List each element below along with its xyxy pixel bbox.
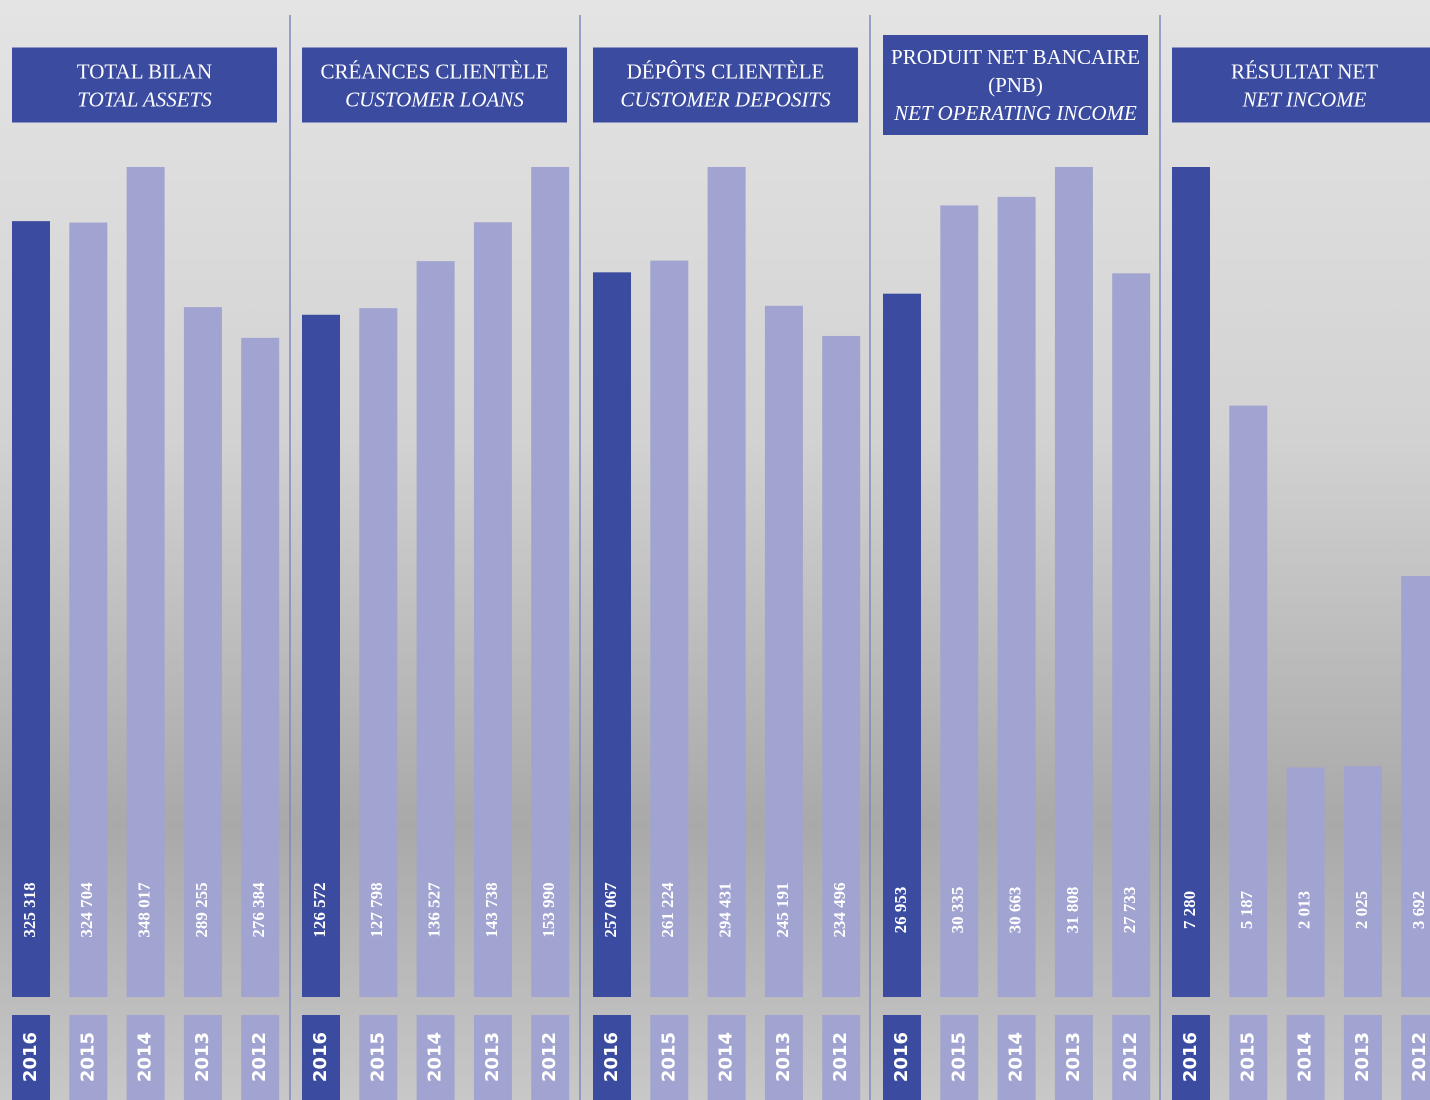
value-label: 31 808 xyxy=(1063,887,1082,934)
value-label: 325 318 xyxy=(20,882,39,937)
year-label: 2014 xyxy=(1006,1032,1027,1082)
value-label: 30 663 xyxy=(1006,887,1025,934)
panel-subtitle: CUSTOMER LOANS xyxy=(308,85,561,113)
chart: 325 318 2016 324 704 2015 348 017 2014 289 255… xyxy=(0,0,1430,1100)
year-label: 2016 xyxy=(601,1032,622,1082)
year-label: 2012 xyxy=(1120,1032,1141,1082)
bar xyxy=(998,197,1036,997)
panel-subtitle: CUSTOMER DEPOSITS xyxy=(599,85,852,113)
bar xyxy=(69,223,107,997)
year-label: 2014 xyxy=(716,1032,737,1082)
year-label: 2013 xyxy=(482,1032,503,1082)
value-label: 257 067 xyxy=(601,882,620,938)
year-label: 2013 xyxy=(1352,1032,1373,1082)
panel-title: TOTAL BILAN xyxy=(18,57,271,85)
infographic: 325 318 2016 324 704 2015 348 017 2014 289 255… xyxy=(0,0,1430,1100)
year-label: 2015 xyxy=(77,1032,98,1082)
year-label: 2014 xyxy=(1295,1032,1316,1082)
value-label: 2 013 xyxy=(1295,891,1314,929)
year-label: 2012 xyxy=(249,1032,270,1082)
value-label: 276 384 xyxy=(249,882,268,938)
year-label: 2016 xyxy=(310,1032,331,1082)
bar xyxy=(12,221,50,997)
bar xyxy=(940,205,978,997)
value-label: 126 572 xyxy=(310,882,329,937)
year-label: 2014 xyxy=(425,1032,446,1082)
bar xyxy=(531,167,569,997)
panel-title: DÉPÔTS CLIENTÈLE xyxy=(599,57,852,85)
value-label: 2 025 xyxy=(1352,891,1371,929)
value-label: 3 692 xyxy=(1409,891,1428,929)
year-label: 2015 xyxy=(1237,1032,1258,1082)
bar xyxy=(1055,167,1093,997)
value-label: 153 990 xyxy=(539,882,558,937)
year-label: 2013 xyxy=(192,1032,213,1082)
year-label: 2012 xyxy=(1409,1032,1430,1082)
panel-title: CRÉANCES CLIENTÈLE xyxy=(308,57,561,85)
bar xyxy=(1344,766,1382,997)
year-label: 2013 xyxy=(1063,1032,1084,1082)
year-label: 2015 xyxy=(658,1032,679,1082)
panel-subtitle: TOTAL ASSETS xyxy=(18,85,271,113)
value-label: 143 738 xyxy=(482,882,501,937)
bar xyxy=(1172,167,1210,997)
year-label: 2013 xyxy=(773,1032,794,1082)
year-label: 2014 xyxy=(135,1032,156,1082)
value-label: 234 496 xyxy=(830,882,849,937)
value-label: 136 527 xyxy=(425,882,444,938)
year-label: 2016 xyxy=(1180,1032,1201,1082)
bar xyxy=(1401,576,1430,997)
bar xyxy=(474,222,512,997)
year-label: 2012 xyxy=(539,1032,560,1082)
panel-subtitle: NET INCOME xyxy=(1178,85,1430,113)
value-label: 26 953 xyxy=(891,887,910,934)
panel-title: PRODUIT NET BANCAIRE (PNB) xyxy=(889,43,1142,99)
value-label: 348 017 xyxy=(135,882,154,938)
year-label: 2016 xyxy=(891,1032,912,1082)
value-label: 261 224 xyxy=(658,882,677,938)
bar xyxy=(1287,767,1325,997)
value-label: 27 733 xyxy=(1120,887,1139,934)
year-label: 2016 xyxy=(20,1032,41,1082)
year-label: 2015 xyxy=(367,1032,388,1082)
value-label: 7 280 xyxy=(1180,891,1199,929)
panel-title: RÉSULTAT NET xyxy=(1178,57,1430,85)
panel-subtitle: NET OPERATING INCOME xyxy=(889,99,1142,127)
year-label: 2015 xyxy=(948,1032,969,1082)
value-label: 127 798 xyxy=(367,882,386,937)
value-label: 30 335 xyxy=(948,887,967,934)
value-label: 5 187 xyxy=(1237,890,1256,929)
value-label: 294 431 xyxy=(716,882,735,937)
year-label: 2012 xyxy=(830,1032,851,1082)
value-label: 289 255 xyxy=(192,882,211,937)
title-box: PRODUIT NET BANCAIRE (PNB)NET OPERATING … xyxy=(883,35,1148,135)
bar xyxy=(127,167,165,997)
value-label: 324 704 xyxy=(77,882,96,938)
bar xyxy=(708,167,746,997)
value-label: 245 191 xyxy=(773,882,792,937)
